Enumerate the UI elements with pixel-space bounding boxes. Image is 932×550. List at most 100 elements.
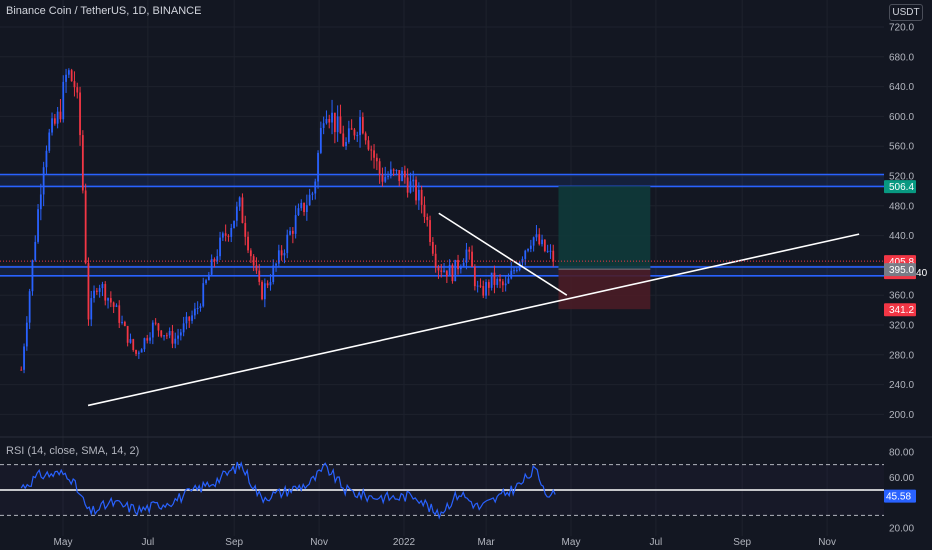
- candle-body: [202, 283, 205, 307]
- candle-body: [87, 263, 90, 320]
- candle-body: [207, 274, 210, 281]
- candle-body: [426, 216, 429, 221]
- candle-body: [154, 322, 157, 324]
- price-axis[interactable]: 720.0 680.0 640.0 600.0 560.0 520.0 480.0 440.0…: [889, 23, 914, 421]
- time-axis[interactable]: May Jul Sep Nov 2022 Mar May Jul Sep Nov: [54, 537, 836, 548]
- candle-body: [81, 135, 84, 191]
- candle-body: [459, 266, 462, 270]
- candle-body: [515, 269, 518, 271]
- candle-body: [468, 249, 471, 252]
- long-position-tool[interactable]: [558, 186, 651, 310]
- currency-button[interactable]: USDT: [889, 4, 923, 21]
- candle-body: [235, 206, 238, 221]
- candle-body: [322, 123, 325, 128]
- candle-body: [333, 112, 336, 133]
- candle-body: [65, 74, 67, 82]
- candle-body: [549, 250, 552, 252]
- rsi-tick-label: 80.00: [889, 448, 914, 459]
- candle-body: [445, 270, 448, 277]
- price-tick-label: 240.0: [889, 380, 914, 391]
- price-tag-bg: [884, 303, 916, 317]
- zone-fill: [0, 174, 884, 187]
- candle-body: [219, 237, 221, 257]
- rsi-line: [20, 461, 556, 520]
- chart-title: Binance Coin / TetherUS, 1D, BINANCE: [6, 5, 202, 17]
- stop-price-tag: 341.2: [884, 303, 916, 317]
- trendlines[interactable]: [87, 212, 860, 407]
- candle-body: [247, 236, 249, 251]
- candle-body: [490, 272, 493, 288]
- candle-body: [143, 338, 146, 350]
- candle-body: [412, 179, 415, 182]
- candle-body: [305, 205, 308, 212]
- candle-body: [314, 181, 317, 194]
- candle-body: [53, 118, 56, 124]
- price-tick-label: 520.0: [889, 172, 914, 183]
- price-tag-text: 395.0: [889, 265, 914, 276]
- candle-body: [62, 81, 65, 120]
- candle-body: [233, 220, 235, 228]
- candle-body: [378, 161, 381, 175]
- candle-body: [174, 338, 177, 344]
- candle-body: [336, 116, 339, 133]
- candle-body: [398, 170, 401, 182]
- candle-body: [443, 270, 445, 272]
- candle-body: [76, 87, 79, 93]
- candle-body: [339, 116, 342, 134]
- candle-body: [51, 118, 53, 133]
- rsi-axis[interactable]: 80.00 60.00 20.00: [889, 448, 914, 535]
- candle-body: [163, 335, 165, 337]
- candle-body: [546, 250, 549, 252]
- candle-body: [524, 250, 527, 259]
- price-tick-label: 640.0: [889, 82, 914, 93]
- candle-body: [252, 256, 255, 266]
- candle-body: [42, 167, 45, 195]
- candle-body: [387, 176, 389, 178]
- candle-body: [325, 118, 328, 124]
- candle-body: [182, 323, 185, 333]
- candle-body: [157, 323, 160, 331]
- candle-body: [465, 249, 468, 263]
- candle-body: [221, 233, 224, 238]
- price-tick-label: 440.0: [889, 231, 914, 242]
- candle-body: [191, 315, 193, 321]
- candle-body: [403, 170, 406, 178]
- candle-body: [196, 308, 199, 310]
- candle-body: [373, 150, 375, 158]
- candle-body: [255, 265, 258, 271]
- candle-body: [137, 352, 140, 354]
- candle-body: [275, 263, 277, 266]
- candle-body: [109, 298, 112, 303]
- candle-body: [437, 267, 440, 271]
- candle-body: [185, 316, 188, 324]
- candle-body: [331, 112, 333, 123]
- candle-body: [59, 111, 62, 120]
- candle-body: [532, 237, 535, 246]
- candle-body: [112, 302, 115, 307]
- price-tick-label: 560.0: [889, 142, 914, 153]
- candle-body: [104, 284, 107, 301]
- price-tick-label: 680.0: [889, 52, 914, 63]
- rsi-value-tag: 45.58: [884, 489, 916, 503]
- candle-body: [165, 335, 168, 337]
- candle-body: [406, 177, 409, 193]
- candle-body: [527, 248, 529, 251]
- candle-body: [140, 349, 143, 353]
- price-tick-label: 720.0: [889, 23, 914, 34]
- price-tick-label: 600.0: [889, 112, 914, 123]
- candle-body: [493, 272, 496, 285]
- candle-body: [213, 259, 216, 262]
- candle-body: [193, 308, 196, 316]
- candle-body: [289, 230, 291, 235]
- candle-body: [249, 250, 252, 257]
- candle-body: [258, 270, 261, 282]
- time-tick-label: Sep: [225, 537, 243, 548]
- candle-body: [538, 234, 541, 245]
- candle-body: [440, 270, 443, 272]
- candle-body: [149, 337, 151, 341]
- candle-body: [263, 283, 266, 300]
- candle-body: [303, 202, 305, 212]
- candle-body: [168, 331, 171, 336]
